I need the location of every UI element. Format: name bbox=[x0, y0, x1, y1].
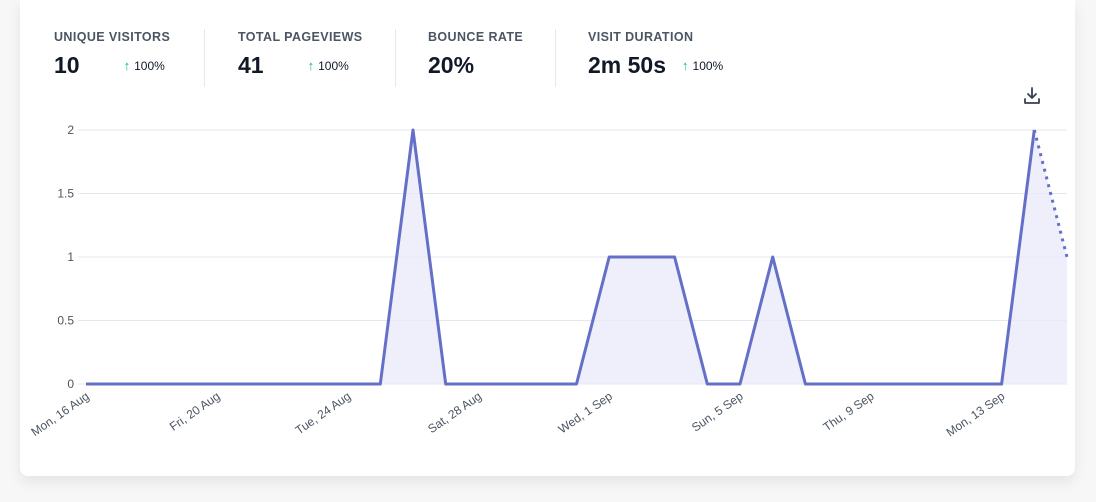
data-point bbox=[934, 382, 938, 386]
data-point bbox=[640, 255, 644, 259]
data-point bbox=[902, 382, 906, 386]
x-tick-label: Tue, 24 Aug bbox=[293, 389, 354, 437]
data-point bbox=[411, 128, 415, 132]
data-point bbox=[476, 382, 480, 386]
grid-lines bbox=[78, 129, 1067, 385]
y-tick-label: 0.5 bbox=[57, 314, 74, 328]
data-point bbox=[575, 382, 579, 386]
data-point bbox=[182, 382, 186, 386]
data-point bbox=[84, 382, 88, 386]
download-icon bbox=[1024, 87, 1040, 104]
stat-label: BOUNCE RATE bbox=[428, 30, 524, 44]
x-tick-label: Sat, 28 Aug bbox=[425, 389, 484, 436]
data-point bbox=[117, 382, 121, 386]
stat-divider bbox=[555, 29, 556, 87]
data-point bbox=[542, 382, 546, 386]
y-axis-labels: 0 0.5 1 1.5 2 bbox=[57, 123, 74, 391]
data-point bbox=[509, 382, 513, 386]
stat-divider bbox=[395, 29, 396, 87]
data-point bbox=[378, 382, 382, 386]
stat-divider bbox=[204, 29, 205, 87]
data-point bbox=[967, 382, 971, 386]
stat-change-value: 100% bbox=[134, 58, 165, 73]
data-point bbox=[803, 382, 807, 386]
stat-value: 41 bbox=[238, 52, 264, 78]
series-line bbox=[86, 128, 1036, 386]
x-tick-label: Sun, 5 Sep bbox=[689, 389, 746, 435]
x-tick-label: Mon, 16 Aug bbox=[28, 389, 91, 439]
stat-change-value: 100% bbox=[318, 58, 349, 73]
arrow-up-icon: ↑ bbox=[123, 58, 131, 73]
data-point bbox=[149, 382, 153, 386]
y-tick-label: 1.5 bbox=[57, 187, 74, 201]
data-point bbox=[705, 382, 709, 386]
data-point bbox=[215, 382, 219, 386]
data-point bbox=[869, 382, 873, 386]
data-point bbox=[1065, 255, 1069, 259]
y-tick-label: 0 bbox=[67, 377, 74, 391]
x-tick-label: Fri, 20 Aug bbox=[167, 389, 223, 434]
x-tick-label: Thu, 9 Sep bbox=[820, 389, 876, 434]
line-chart: 0 0.5 1 1.5 2 Mon, 16 Aug Fri, 20 Aug Tue, 24 … bbox=[28, 123, 1069, 440]
stat-label: UNIQUE VISITORS bbox=[54, 30, 171, 44]
data-point bbox=[444, 382, 448, 386]
x-tick-label: Wed, 1 Sep bbox=[556, 389, 615, 436]
x-axis-labels: Mon, 16 Aug Fri, 20 Aug Tue, 24 Aug Sat, 28… bbox=[28, 389, 1007, 440]
arrow-up-icon: ↑ bbox=[682, 58, 689, 73]
data-point bbox=[248, 382, 252, 386]
series-line-incomplete bbox=[1032, 129, 1069, 258]
download-button[interactable] bbox=[1020, 84, 1044, 108]
data-point bbox=[313, 382, 317, 386]
stat-visit-duration[interactable]: VISIT DURATION 2m 50s ↑ 100% bbox=[588, 30, 723, 79]
y-tick-label: 2 bbox=[67, 123, 74, 137]
stat-value: 10 bbox=[54, 52, 80, 78]
stat-total-pageviews[interactable]: TOTAL PAGEVIEWS 41 ↑ 100% bbox=[238, 30, 363, 79]
data-point bbox=[607, 255, 611, 259]
visitors-chart-card: UNIQUE VISITORS 10 ↑ 100% TOTAL PAGEVIEW… bbox=[20, 0, 1075, 476]
stat-change: ↑ 100% bbox=[124, 58, 165, 73]
arrow-up-icon: ↑ bbox=[307, 58, 315, 73]
data-point bbox=[1000, 382, 1004, 386]
stat-change-value: 100% bbox=[692, 58, 724, 73]
stat-value: 2m 50s bbox=[588, 52, 667, 78]
stat-label: TOTAL PAGEVIEWS bbox=[238, 30, 363, 44]
data-point bbox=[673, 255, 677, 259]
stat-unique-visitors[interactable]: UNIQUE VISITORS 10 ↑ 100% bbox=[54, 30, 170, 79]
stat-bounce-rate[interactable]: BOUNCE RATE 20% bbox=[428, 30, 523, 79]
data-point bbox=[738, 382, 742, 386]
stat-change: ↑ 100% bbox=[308, 58, 349, 73]
data-point bbox=[1032, 128, 1036, 132]
data-point bbox=[280, 382, 284, 386]
stat-change: ↑ 100% bbox=[682, 58, 723, 73]
data-point bbox=[836, 382, 840, 386]
series bbox=[84, 128, 1069, 386]
stat-label: VISIT DURATION bbox=[588, 30, 694, 44]
y-tick-label: 1 bbox=[67, 250, 74, 264]
data-point bbox=[346, 382, 350, 386]
x-tick-label: Mon, 13 Sep bbox=[944, 389, 1008, 440]
stat-value: 20% bbox=[428, 52, 475, 78]
data-point bbox=[771, 255, 775, 259]
